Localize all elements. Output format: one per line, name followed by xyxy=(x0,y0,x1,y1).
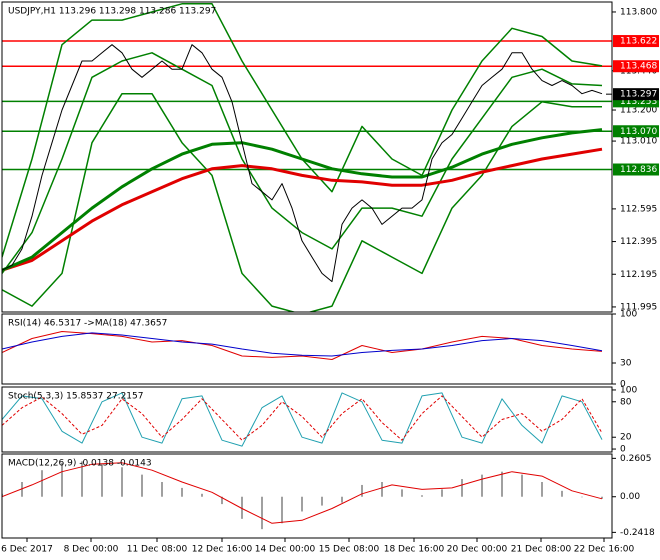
histogram-bar xyxy=(121,467,123,497)
panel-title: MACD(12,26,9) -0.0138 -0.0143 xyxy=(8,459,152,469)
y-tick-label: 113.200 xyxy=(620,106,657,116)
histogram-bar xyxy=(461,479,463,497)
histogram-bar xyxy=(161,482,163,497)
panel-title: RSI(14) 46.5317 ->MA(18) 47.3657 xyxy=(8,319,167,329)
y-tick-label: 113.800 xyxy=(620,7,657,17)
level-label: 113.468 xyxy=(620,62,657,72)
histogram-bar xyxy=(261,496,263,530)
histogram-bar xyxy=(501,471,503,497)
y-tick-label: 30 xyxy=(620,359,632,369)
level-box xyxy=(613,125,659,138)
last-price-label: 113.297 xyxy=(620,90,657,100)
x-tick-label: 15 Dec 08:00 xyxy=(319,545,380,555)
y-tick-label: 100 xyxy=(620,310,637,320)
level-label: 112.836 xyxy=(620,165,657,175)
series-line xyxy=(2,147,603,272)
histogram-bar xyxy=(101,464,103,497)
level-label: 113.622 xyxy=(620,37,657,47)
y-tick-label: 113.010 xyxy=(620,137,657,147)
panel xyxy=(2,392,603,447)
x-tick-label: 18 Dec 16:00 xyxy=(384,545,445,555)
series-line xyxy=(2,332,603,357)
y-tick-label: 0 xyxy=(620,380,626,390)
series-line xyxy=(2,392,603,447)
histogram-bar xyxy=(401,489,403,497)
x-tick-label: 11 Dec 08:00 xyxy=(127,545,188,555)
panel-title: Stoch(5,3,3) 15.8537 27.2157 xyxy=(8,392,143,402)
histogram-bar xyxy=(521,474,523,497)
histogram-bar xyxy=(341,496,343,503)
series-line xyxy=(2,395,603,441)
panel xyxy=(2,461,603,530)
x-tick-label: 14 Dec 00:00 xyxy=(255,545,316,555)
level-label: 113.070 xyxy=(620,127,657,137)
histogram-bar xyxy=(561,490,563,497)
level-box xyxy=(613,35,659,48)
x-tick-label: 12 Dec 16:00 xyxy=(192,545,253,555)
series-line xyxy=(2,128,603,272)
y-tick-label: 111.995 xyxy=(620,302,657,312)
histogram-bar xyxy=(41,470,43,497)
y-tick-label: 112.195 xyxy=(620,270,657,280)
histogram-bar xyxy=(441,489,443,497)
level-label: 113.253 xyxy=(620,97,657,107)
x-tick-label: 22 Dec 16:00 xyxy=(574,545,635,555)
histogram-bar xyxy=(541,482,543,497)
y-tick-label: 20 xyxy=(620,433,632,443)
level-box xyxy=(613,60,659,73)
histogram-bar xyxy=(181,487,183,497)
last-price-box xyxy=(613,88,659,101)
histogram-bar xyxy=(81,461,83,497)
panel-title: USDJPY,H1 113.296 113.298 113.286 113.29… xyxy=(8,7,216,17)
level-box xyxy=(613,163,659,176)
series-line xyxy=(2,462,603,524)
histogram-bar xyxy=(221,496,223,505)
y-tick-label: 80 xyxy=(620,397,632,407)
panel-border xyxy=(1,386,613,453)
x-tick-label: 6 Dec 2017 xyxy=(1,545,53,555)
histogram-bar xyxy=(321,496,323,506)
histogram-bar xyxy=(301,496,303,512)
panel-border xyxy=(1,313,613,385)
histogram-bar xyxy=(381,482,383,497)
histogram-bar xyxy=(601,496,603,499)
panel xyxy=(2,3,612,312)
series-line xyxy=(2,52,603,274)
y-tick-label: 100 xyxy=(620,385,637,395)
x-tick-label: 8 Dec 00:00 xyxy=(64,545,119,555)
panel xyxy=(2,331,603,360)
x-tick-label: 20 Dec 00:00 xyxy=(447,545,508,555)
histogram-bar xyxy=(201,493,203,497)
histogram-bar xyxy=(241,496,243,519)
histogram-bar xyxy=(61,462,63,497)
histogram-bar xyxy=(281,496,283,524)
y-tick-label: 112.395 xyxy=(620,237,657,247)
series-line xyxy=(2,92,602,312)
histogram-bar xyxy=(361,484,363,497)
series-line xyxy=(2,44,603,283)
x-tick-label: 21 Dec 08:00 xyxy=(511,545,572,555)
y-tick-label: -0.2418 xyxy=(620,528,655,538)
histogram-bar xyxy=(581,496,583,498)
series-line xyxy=(2,331,603,360)
y-tick-label: 0 xyxy=(620,445,626,455)
y-tick-label: 0.2605 xyxy=(620,454,652,464)
histogram-bar xyxy=(421,495,423,497)
y-tick-label: 112.595 xyxy=(620,204,657,214)
y-tick-label: 0.00 xyxy=(620,492,640,502)
panel-border xyxy=(1,453,613,539)
panel-border xyxy=(1,1,613,313)
histogram-bar xyxy=(141,474,143,497)
histogram-bar xyxy=(481,474,483,497)
